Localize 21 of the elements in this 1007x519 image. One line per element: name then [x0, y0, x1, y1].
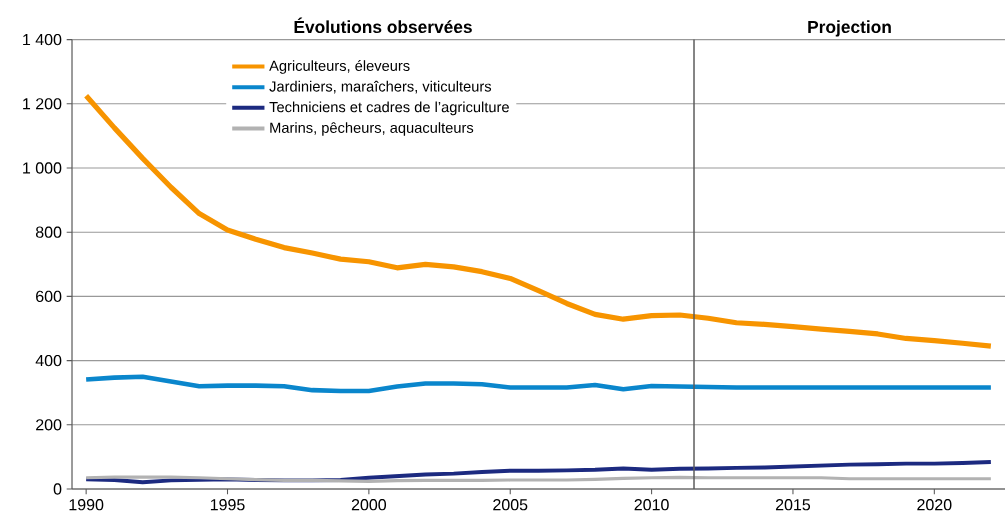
y-tick-label: 1 000: [23, 162, 62, 174]
y-tick-label: 0: [53, 483, 62, 495]
x-tick-label: 2015: [775, 499, 811, 511]
legend-label: Jardiniers, maraîchers, viticulteurs: [269, 80, 492, 94]
legend-label: Marins, pêcheurs, aquaculteurs: [270, 122, 474, 136]
y-tick-label: 1 200: [23, 98, 62, 110]
x-tick-label: 2000: [351, 499, 387, 511]
y-tick-label: 800: [35, 226, 62, 238]
legend-label: Agriculteurs, éleveurs: [269, 60, 410, 74]
y-tick-label: 400: [35, 354, 62, 367]
text: Évolutions observées: [294, 17, 472, 34]
x-tick-label: 2020: [917, 499, 952, 511]
x-tick-label: 2010: [634, 499, 669, 511]
y-tick-label: 1 400: [23, 33, 62, 46]
x-tick-label: 1995: [210, 499, 245, 511]
x-tick-label: 1990: [69, 499, 104, 511]
y-tick-label: 600: [36, 290, 62, 303]
legend-label: Techniciens et cadres de l’agriculture: [269, 101, 509, 116]
x-tick-label: 2005: [493, 499, 528, 511]
y-tick-label: 200: [36, 419, 62, 431]
text: Projection: [808, 20, 891, 37]
